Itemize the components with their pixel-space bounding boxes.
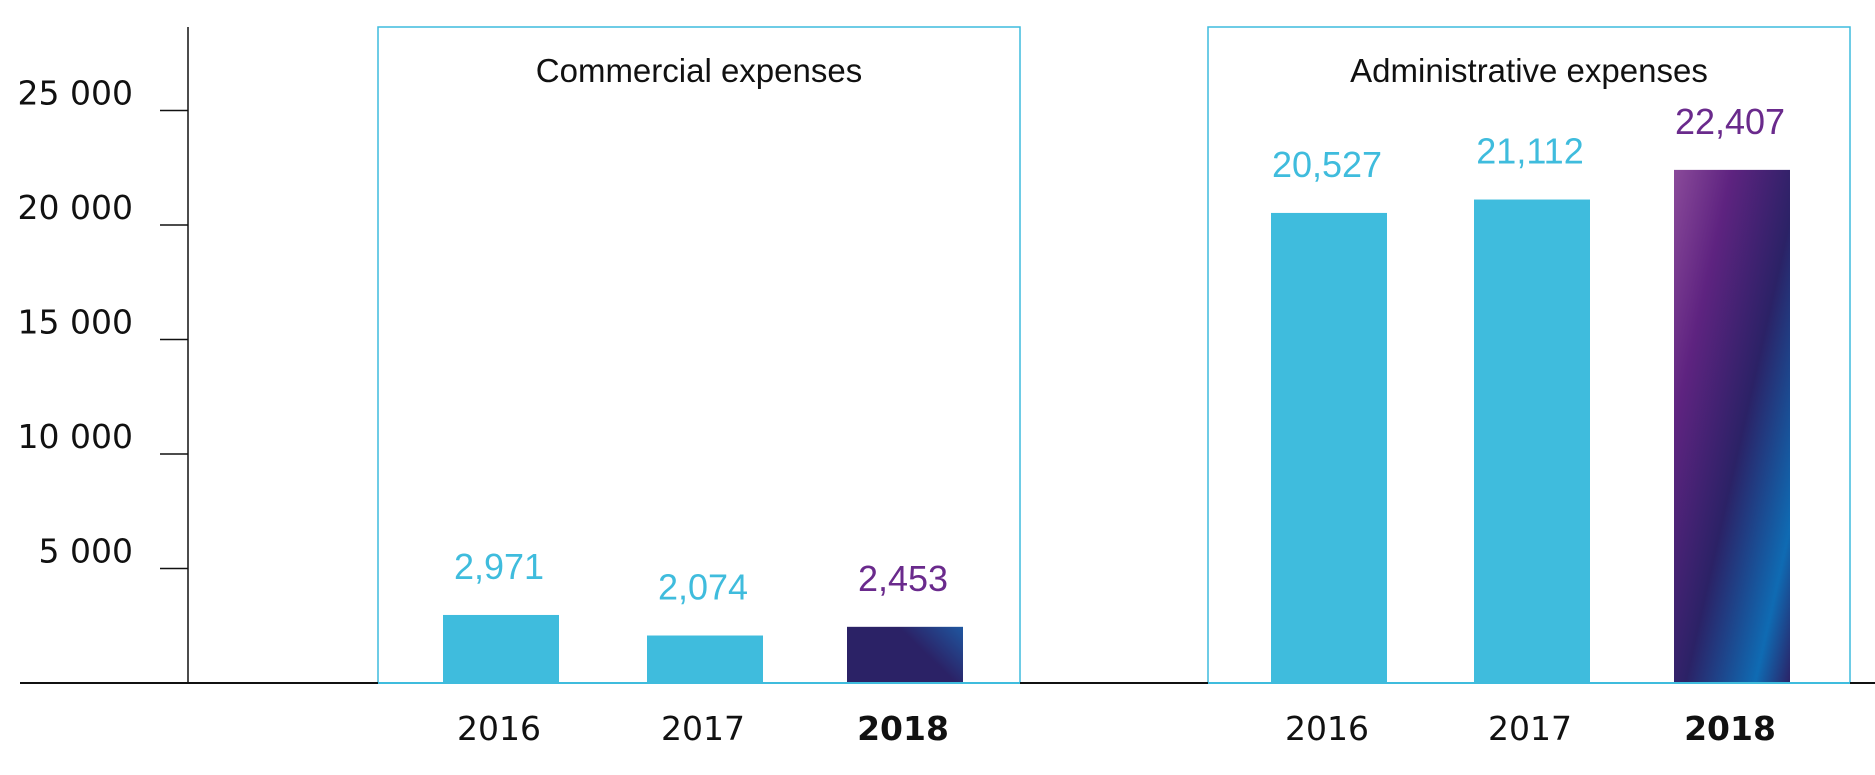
value-label: 21,112 (1476, 131, 1583, 172)
x-category-label: 2018 (857, 709, 949, 748)
y-tick-label: 25 000 (18, 74, 133, 113)
x-category-label: 2016 (1285, 709, 1369, 748)
bar (647, 635, 763, 683)
x-category-label: 2018 (1684, 709, 1776, 748)
bar-highlight (847, 626, 963, 683)
bar (443, 614, 559, 683)
panel-title: Commercial expenses (536, 52, 862, 89)
bar-highlight (1674, 169, 1790, 683)
x-category-label: 2017 (661, 709, 745, 748)
value-label: 22,407 (1675, 101, 1785, 142)
y-tick-label: 20 000 (18, 188, 133, 227)
y-tick-label: 15 000 (18, 303, 133, 342)
value-label: 20,527 (1272, 144, 1382, 185)
bar (1474, 199, 1590, 683)
value-label: 2,453 (858, 558, 948, 599)
y-tick-label: 5 000 (39, 532, 133, 571)
x-category-label: 2017 (1488, 709, 1572, 748)
y-tick-label: 10 000 (18, 417, 133, 456)
panel-frame (377, 26, 1021, 684)
value-label: 2,074 (658, 567, 748, 608)
value-label: 2,971 (454, 546, 544, 587)
panel-title: Administrative expenses (1350, 52, 1708, 89)
x-category-label: 2016 (457, 709, 541, 748)
bar (1271, 212, 1387, 683)
